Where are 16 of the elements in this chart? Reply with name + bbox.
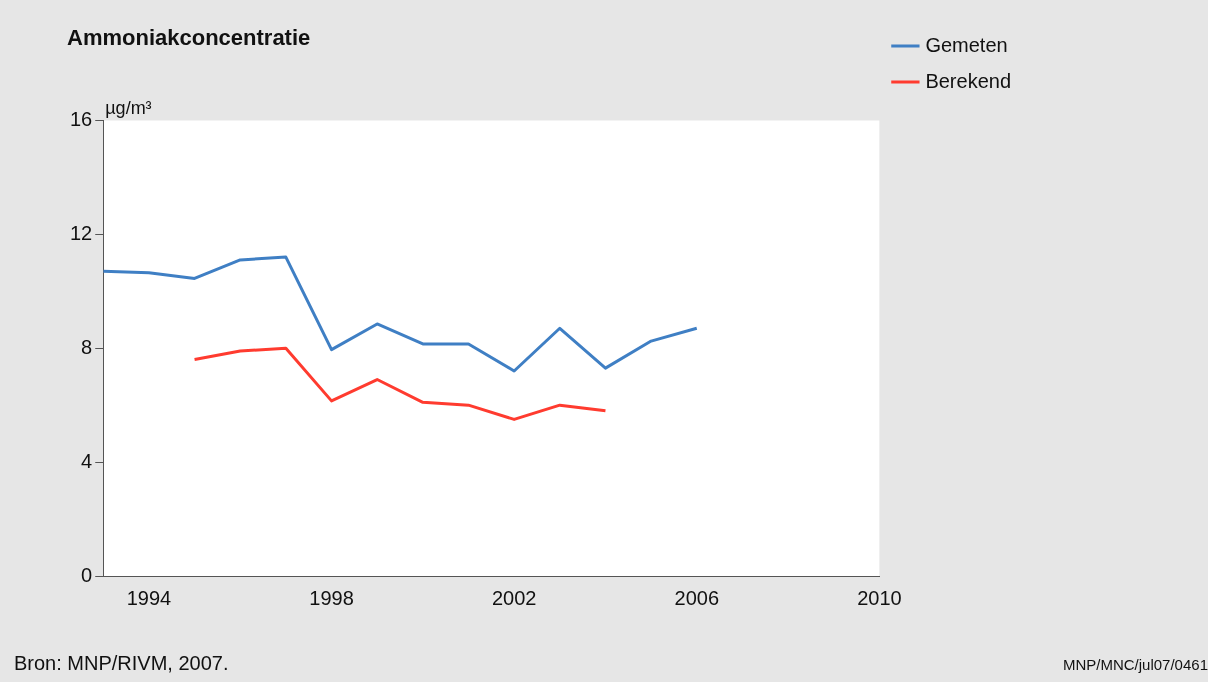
x-tick-label: 1998 bbox=[309, 586, 354, 609]
y-tick-label: 12 bbox=[70, 221, 93, 244]
text: Bron: MNP/RIVM, 2007. bbox=[14, 652, 229, 675]
y-axis-title: µg/m³ bbox=[105, 98, 152, 119]
chart-title: Ammoniakconcentratie bbox=[67, 25, 311, 51]
legend-label: Berekend bbox=[925, 69, 1012, 92]
y-tick-label: 4 bbox=[81, 449, 93, 472]
x-tick-label: 2010 bbox=[857, 586, 902, 609]
x-tick-label: 2002 bbox=[491, 586, 537, 609]
y-tick-label: 0 bbox=[81, 563, 93, 586]
y-tick-label: 16 bbox=[70, 107, 93, 130]
y-tick-label: 8 bbox=[81, 335, 93, 358]
x-tick-label: 2006 bbox=[674, 586, 720, 609]
legend-label: Gemeten bbox=[925, 33, 1008, 56]
x-tick-label: 1994 bbox=[126, 586, 172, 609]
text: MNP/MNC/jul07/0461 bbox=[1062, 656, 1208, 673]
